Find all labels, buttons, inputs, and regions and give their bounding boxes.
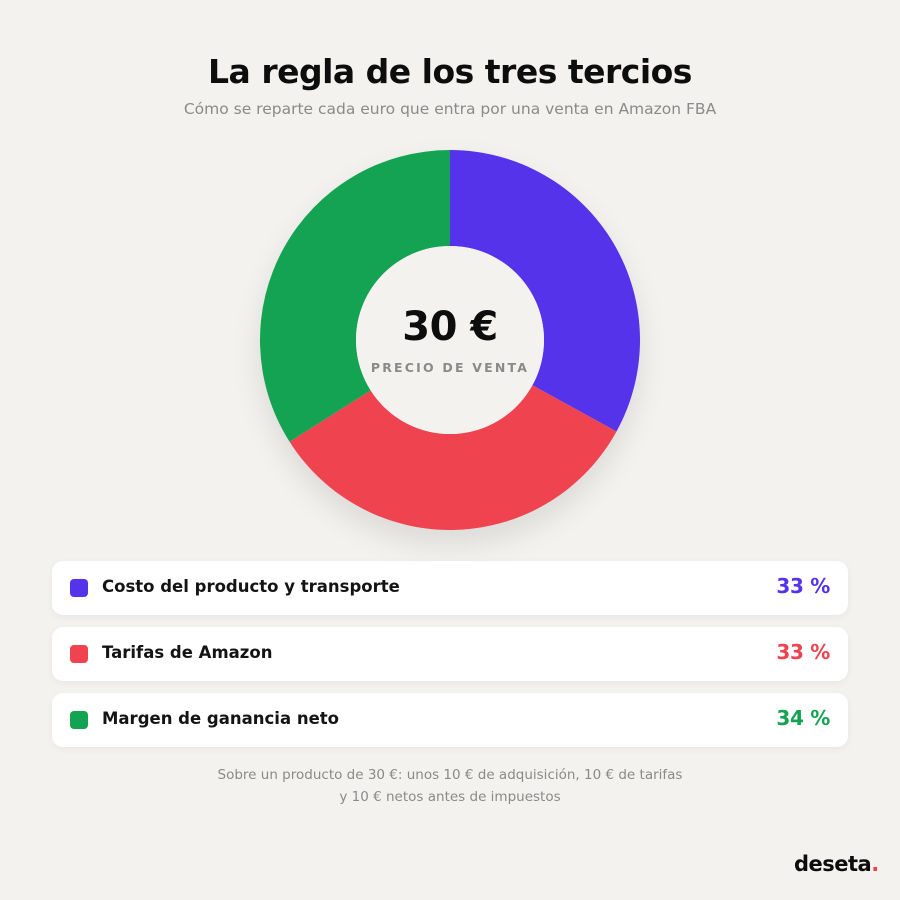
chart-title: La regla de los tres tercios [208,52,692,91]
legend-label: Margen de ganancia neto [102,709,339,728]
brand-name: deseta [794,852,872,876]
footnote-line-2: y 10 € netos antes de impuestos [339,789,561,805]
footnote-line-1: Sobre un producto de 30 €: unos 10 € de … [217,767,683,783]
legend-label: Tarifas de Amazon [102,643,273,662]
brand-dot: . [871,852,879,876]
donut-chart [260,150,640,530]
legend-row-product-cost: Costo del producto y transporte 33 % [52,561,848,615]
donut-slice-amazon-fees [289,385,617,530]
legend-label: Costo del producto y transporte [102,577,400,596]
donut-slice-net-margin [260,150,450,442]
donut-slice-product-cost [450,150,640,432]
legend-swatch [70,579,88,597]
center-price-value: 30 € [402,304,498,350]
brand-logo: deseta. [794,852,879,876]
donut-svg [260,150,640,530]
legend-swatch [70,711,88,729]
legend-swatch [70,645,88,663]
chart-subtitle: Cómo se reparte cada euro que entra por … [183,100,717,118]
donut-hole [356,246,544,434]
center-price-label: PRECIO DE VENTA [370,360,530,375]
legend-row-amazon-fees: Tarifas de Amazon 33 % [52,627,848,681]
legend-row-net-margin: Margen de ganancia neto 34 % [52,693,848,747]
legend-value: 34 % [776,706,830,730]
legend-value: 33 % [776,640,830,664]
footnote: Sobre un producto de 30 €: unos 10 € de … [0,764,900,808]
legend-value: 33 % [776,574,830,598]
